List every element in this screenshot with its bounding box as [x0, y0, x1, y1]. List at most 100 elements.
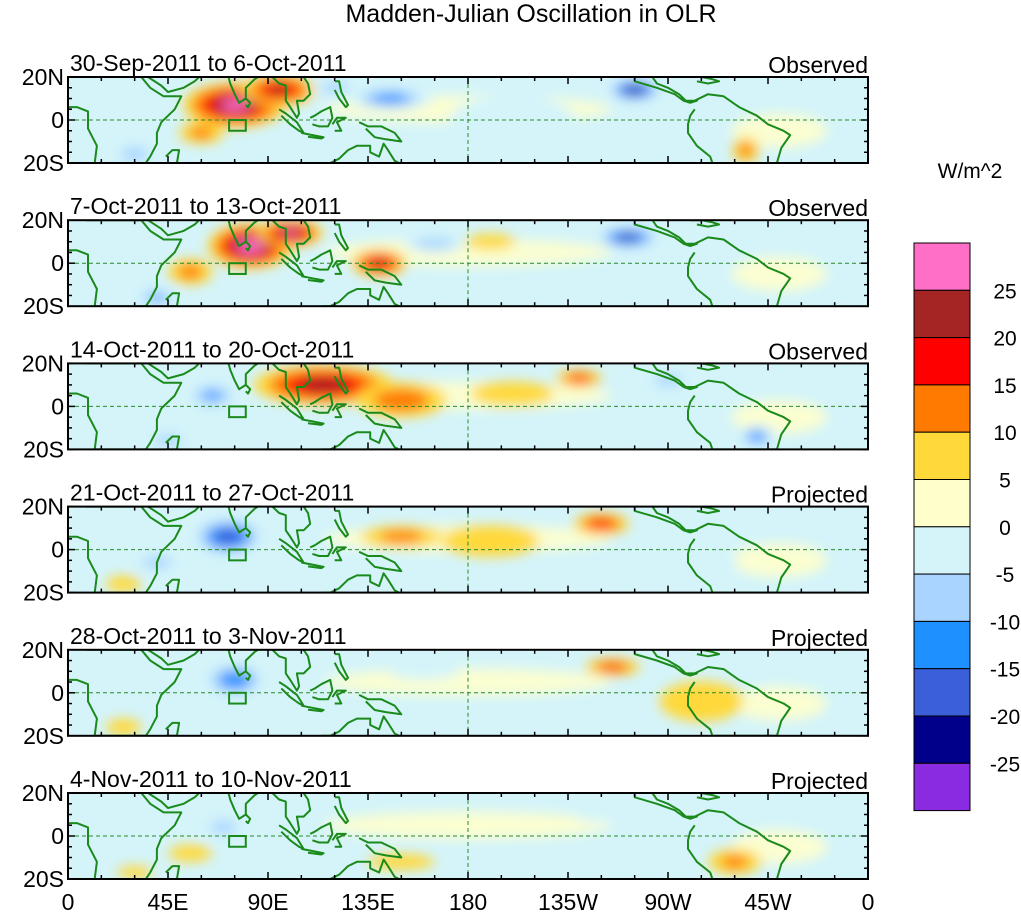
coastline-antilles	[690, 649, 721, 658]
index-box	[228, 835, 247, 848]
anomaly-contour	[465, 233, 516, 250]
colorbar-tick-label: 5	[999, 470, 1011, 493]
coastline-madagascar	[165, 865, 181, 879]
panel-label: Observed	[768, 338, 868, 364]
y-tick-label: 20S	[23, 436, 64, 462]
coastline-madagascar	[165, 721, 181, 736]
coastline-australia	[321, 715, 400, 736]
map-panel: 20N 0 20S 14-Oct-2011 to 20-Oct-2011 Observe…	[22, 336, 869, 462]
coastline-antilles	[690, 793, 721, 801]
y-tick-label: 20N	[22, 637, 64, 663]
map-panel: 20N 0 20S 7-Oct-2011 to 13-Oct-2011 Observed	[22, 193, 869, 319]
coastline-arabia	[147, 77, 200, 93]
colorbar-tick-label: 25	[993, 280, 1016, 303]
coastline-java	[301, 561, 325, 570]
colorbar-tick-label: 20	[993, 328, 1016, 351]
coastline-madagascar	[165, 435, 181, 450]
colorbar-swatch	[913, 431, 971, 481]
coastline-indochina	[271, 77, 312, 119]
y-tick-label: 0	[51, 537, 64, 563]
coastline-madagascar	[165, 149, 181, 163]
anomaly-contour	[221, 99, 249, 111]
coastline-indochina	[271, 220, 312, 263]
coastline-australia	[321, 285, 400, 307]
coastline-java	[301, 847, 325, 856]
colorbar-tick-label: -25	[990, 753, 1020, 776]
colorbar-swatch	[913, 668, 971, 717]
coastline-java	[301, 704, 325, 713]
coastline-samerica	[687, 93, 792, 163]
x-tick-label: 90E	[248, 889, 289, 915]
y-tick-label: 0	[51, 393, 64, 419]
coastline-philippines	[333, 80, 349, 109]
coastline-antilles	[690, 506, 721, 514]
coastline-samerica	[687, 666, 792, 736]
colorbar-swatch	[913, 620, 971, 670]
coastline-africa	[68, 363, 183, 450]
anomaly-contour	[379, 530, 424, 543]
coastline-java	[301, 131, 325, 140]
anomaly-contour	[210, 820, 237, 834]
anomaly-contour	[268, 85, 290, 95]
x-tick-label: 0	[862, 889, 875, 915]
index-box	[228, 691, 247, 705]
coastline-srilanka	[245, 384, 252, 395]
coastline-africa	[68, 793, 183, 879]
colorbar-tick-label: 15	[993, 375, 1016, 398]
coastline-borneo	[309, 106, 334, 128]
y-tick-label: 0	[51, 823, 64, 849]
anomaly-contour	[117, 866, 153, 879]
colorbar-tick-label: -15	[990, 659, 1020, 682]
anomaly-contour	[659, 681, 744, 722]
anomaly-contour	[666, 545, 737, 580]
x-tick-label: 90W	[644, 889, 692, 915]
anomaly-contour	[105, 575, 142, 593]
coastline-philippines	[333, 509, 349, 538]
coastline-srilanka	[245, 240, 252, 252]
panel-period: 14-Oct-2011 to 20-Oct-2011	[70, 336, 354, 362]
panel-period: 4-Nov-2011 to 10-Nov-2011	[70, 766, 352, 792]
coastline-newguinea	[358, 264, 403, 286]
anomaly-contour	[219, 671, 251, 689]
coastline-indochina	[271, 506, 312, 549]
anomaly-contour	[415, 238, 455, 250]
coastline-srilanka	[245, 527, 252, 538]
y-tick-label: 20N	[22, 494, 64, 520]
map-panel: 20N 0 20S 30-Sep-2011 to 6-Oct-2011 Observed	[22, 50, 869, 176]
coastline-australia	[321, 858, 400, 879]
anomaly-contour	[203, 391, 222, 401]
coastline-indochina	[271, 649, 312, 692]
panel-period: 30-Sep-2011 to 6-Oct-2011	[70, 50, 347, 76]
x-tick-label: 0	[62, 889, 75, 915]
anomaly-contour	[721, 855, 749, 869]
coastline-madagascar	[165, 292, 181, 307]
coastline-srilanka	[245, 813, 252, 825]
anomaly-contour	[626, 86, 643, 94]
anomaly-contour	[120, 147, 149, 162]
chart-title: Madden-Julian Oscillation in OLR	[345, 0, 716, 28]
anomaly-contour	[214, 529, 242, 544]
colorbar-tick-label: -5	[996, 564, 1015, 587]
coastline-newguinea	[358, 694, 403, 716]
anomaly-contour	[299, 377, 348, 392]
coastline-philippines	[333, 223, 349, 252]
coastline-africa	[68, 77, 183, 163]
map-panel: 20N 0 20S 28-Oct-2011 to 3-Nov-2011 Projecte…	[22, 623, 869, 749]
anomaly-contour	[367, 853, 435, 870]
anomaly-contour	[388, 662, 459, 680]
x-tick-label: 180	[449, 889, 487, 915]
y-tick-label: 20S	[23, 723, 64, 749]
coastline-newguinea	[358, 121, 403, 143]
y-tick-label: 0	[51, 107, 64, 133]
anomaly-contour	[189, 126, 214, 139]
panel-period: 21-Oct-2011 to 27-Oct-2011	[70, 480, 354, 506]
colorbar-swatch	[913, 479, 971, 528]
anomaly-contour	[748, 431, 766, 442]
coastline-samerica	[687, 522, 792, 593]
panel-label: Observed	[768, 52, 868, 78]
coastline-java	[301, 275, 325, 283]
coastline-java	[301, 418, 325, 426]
y-tick-label: 20S	[23, 293, 64, 319]
map-panel: 20N 0 20S 21-Oct-2011 to 27-Oct-2011 Project…	[22, 480, 869, 606]
